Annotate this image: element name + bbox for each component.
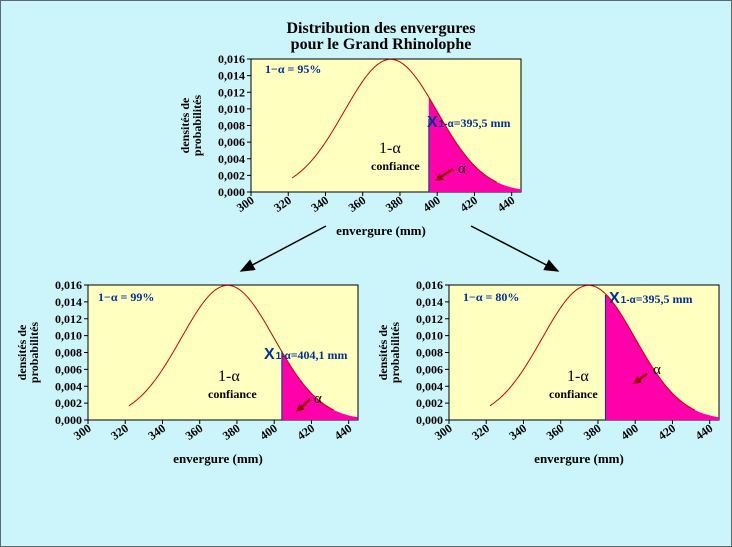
x-tick-label: 360 [183, 421, 206, 443]
threshold-label: X1-α=404,1 mm [264, 346, 348, 363]
x-tick-label: 400 [420, 193, 443, 215]
x-tick-label: 340 [145, 421, 168, 443]
x-tick-label: 440 [693, 421, 716, 443]
y-tick-label: 0,016 [55, 278, 82, 292]
threshold-label-x: X [609, 290, 620, 307]
chart-top: 0,000 0,002 0,004 0,006 0,008 0,010 0,012 0,014… [178, 52, 522, 238]
x-tick-label: 440 [332, 421, 355, 443]
x-tick-label: 320 [271, 193, 294, 215]
y-axis-label-line-1: densités de [178, 97, 192, 153]
title-line-2: pour le Grand Rhinolophe [290, 36, 472, 53]
density-curve [489, 284, 696, 411]
y-tick-label: 0,016 [218, 52, 245, 66]
x-tick-label: 380 [383, 193, 406, 215]
y-tick-label: 0,008 [218, 119, 245, 133]
threshold-label-x: X [264, 346, 275, 363]
y-tick-label: 0,002 [218, 168, 245, 182]
y-tick-label: 0,004 [55, 379, 82, 393]
threshold-label: X1-α=395,5 mm [609, 290, 693, 307]
y-tick-label: 0,004 [416, 379, 443, 393]
y-axis-label-line-1: densités de [376, 324, 390, 380]
y-tick-label: 0,002 [55, 396, 82, 410]
alpha-arrow-head [633, 376, 642, 384]
arrow-to-right-chart [470, 225, 560, 272]
confiance-label: confiance [371, 159, 420, 173]
confidence-level-label: 1−α = 99% [98, 290, 154, 304]
x-axis-label: envergure (mm) [534, 451, 624, 466]
alpha-label: α [458, 161, 466, 177]
one-minus-alpha-label: 1-α [218, 368, 240, 385]
x-tick-label: 340 [506, 421, 529, 443]
x-tick-label: 420 [457, 193, 480, 215]
y-tick-label: 0,006 [55, 362, 82, 376]
y-tick-label: 0,004 [218, 152, 245, 166]
one-minus-alpha-label: 1-α [379, 140, 401, 157]
arrow-to-left-chart [239, 225, 327, 272]
x-tick-label: 360 [346, 193, 369, 215]
y-tick-label: 0,000 [218, 185, 245, 199]
confidence-level-label: 1−α = 80% [463, 290, 519, 304]
alpha-tail-area [281, 351, 358, 420]
threshold-label-sub: 1-α [276, 351, 292, 362]
density-curve [128, 284, 335, 411]
alpha-arrow-head [296, 403, 305, 412]
x-tick-label: 440 [495, 193, 518, 215]
alpha-label: α [314, 391, 322, 407]
y-tick-label: 0,016 [416, 278, 443, 292]
y-tick-label: 0,000 [416, 413, 443, 427]
confidence-level-label: 1−α = 95% [265, 62, 321, 76]
y-tick-label: 0,008 [416, 346, 443, 360]
one-minus-alpha-label: 1-α [567, 368, 589, 385]
y-tick-label: 0,014 [218, 69, 245, 83]
y-tick-label: 0,012 [218, 85, 245, 99]
y-tick-label: 0,014 [55, 295, 82, 309]
chart-left: 0,000 0,002 0,004 0,006 0,008 0,010 0,012 0,014… [15, 278, 359, 466]
x-tick-label: 400 [257, 421, 280, 443]
y-tick-label: 0,010 [416, 329, 443, 343]
alpha-label: α [653, 362, 661, 378]
threshold-label-value: =395,5 mm [454, 116, 511, 130]
chart-right: 0,000 0,002 0,004 0,006 0,008 0,010 0,012 0,014… [376, 278, 720, 466]
x-axis-label: envergure (mm) [173, 451, 263, 466]
y-tick-label: 0,010 [55, 329, 82, 343]
x-tick-label: 420 [655, 421, 678, 443]
y-tick-label: 0,006 [416, 362, 443, 376]
x-tick-label: 420 [294, 421, 317, 443]
title-line-1: Distribution des envergures [286, 20, 476, 37]
x-tick-label: 380 [581, 421, 604, 443]
threshold-label-sub: 1-α [439, 119, 455, 130]
confiance-label: confiance [208, 387, 257, 401]
figure-title: Distribution des envergures pour le Gran… [231, 21, 531, 53]
x-axis-label: envergure (mm) [336, 223, 426, 238]
x-tick-label: 340 [308, 193, 331, 215]
threshold-label-x: X [427, 114, 438, 131]
x-tick-label: 320 [108, 421, 131, 443]
x-tick-label: 380 [220, 421, 243, 443]
density-curve [291, 58, 498, 183]
threshold-label-sub: 1-α [621, 295, 637, 306]
x-tick-label: 320 [469, 421, 492, 443]
y-tick-label: 0,006 [218, 135, 245, 149]
y-tick-label: 0,000 [55, 413, 82, 427]
alpha-arrow-head [435, 173, 444, 181]
confiance-label: confiance [549, 387, 598, 401]
y-axis-label-line-1: densités de [15, 324, 29, 380]
y-tick-label: 0,012 [416, 312, 443, 326]
y-axis-label-line-2: probabilités [190, 95, 204, 156]
y-tick-label: 0,010 [218, 102, 245, 116]
alpha-tail-area [605, 293, 719, 420]
y-axis-label-line-2: probabilités [388, 322, 402, 383]
y-tick-label: 0,014 [416, 295, 443, 309]
x-tick-label: 360 [544, 421, 567, 443]
threshold-label-value: =395,5 mm [636, 292, 693, 306]
y-tick-label: 0,012 [55, 312, 82, 326]
y-tick-label: 0,002 [416, 396, 443, 410]
y-tick-label: 0,008 [55, 346, 82, 360]
x-tick-label: 400 [618, 421, 641, 443]
threshold-label-value: =404,1 mm [291, 348, 348, 362]
y-axis-label-line-2: probabilités [27, 322, 41, 383]
threshold-label: X1-α=395,5 mm [427, 114, 511, 131]
